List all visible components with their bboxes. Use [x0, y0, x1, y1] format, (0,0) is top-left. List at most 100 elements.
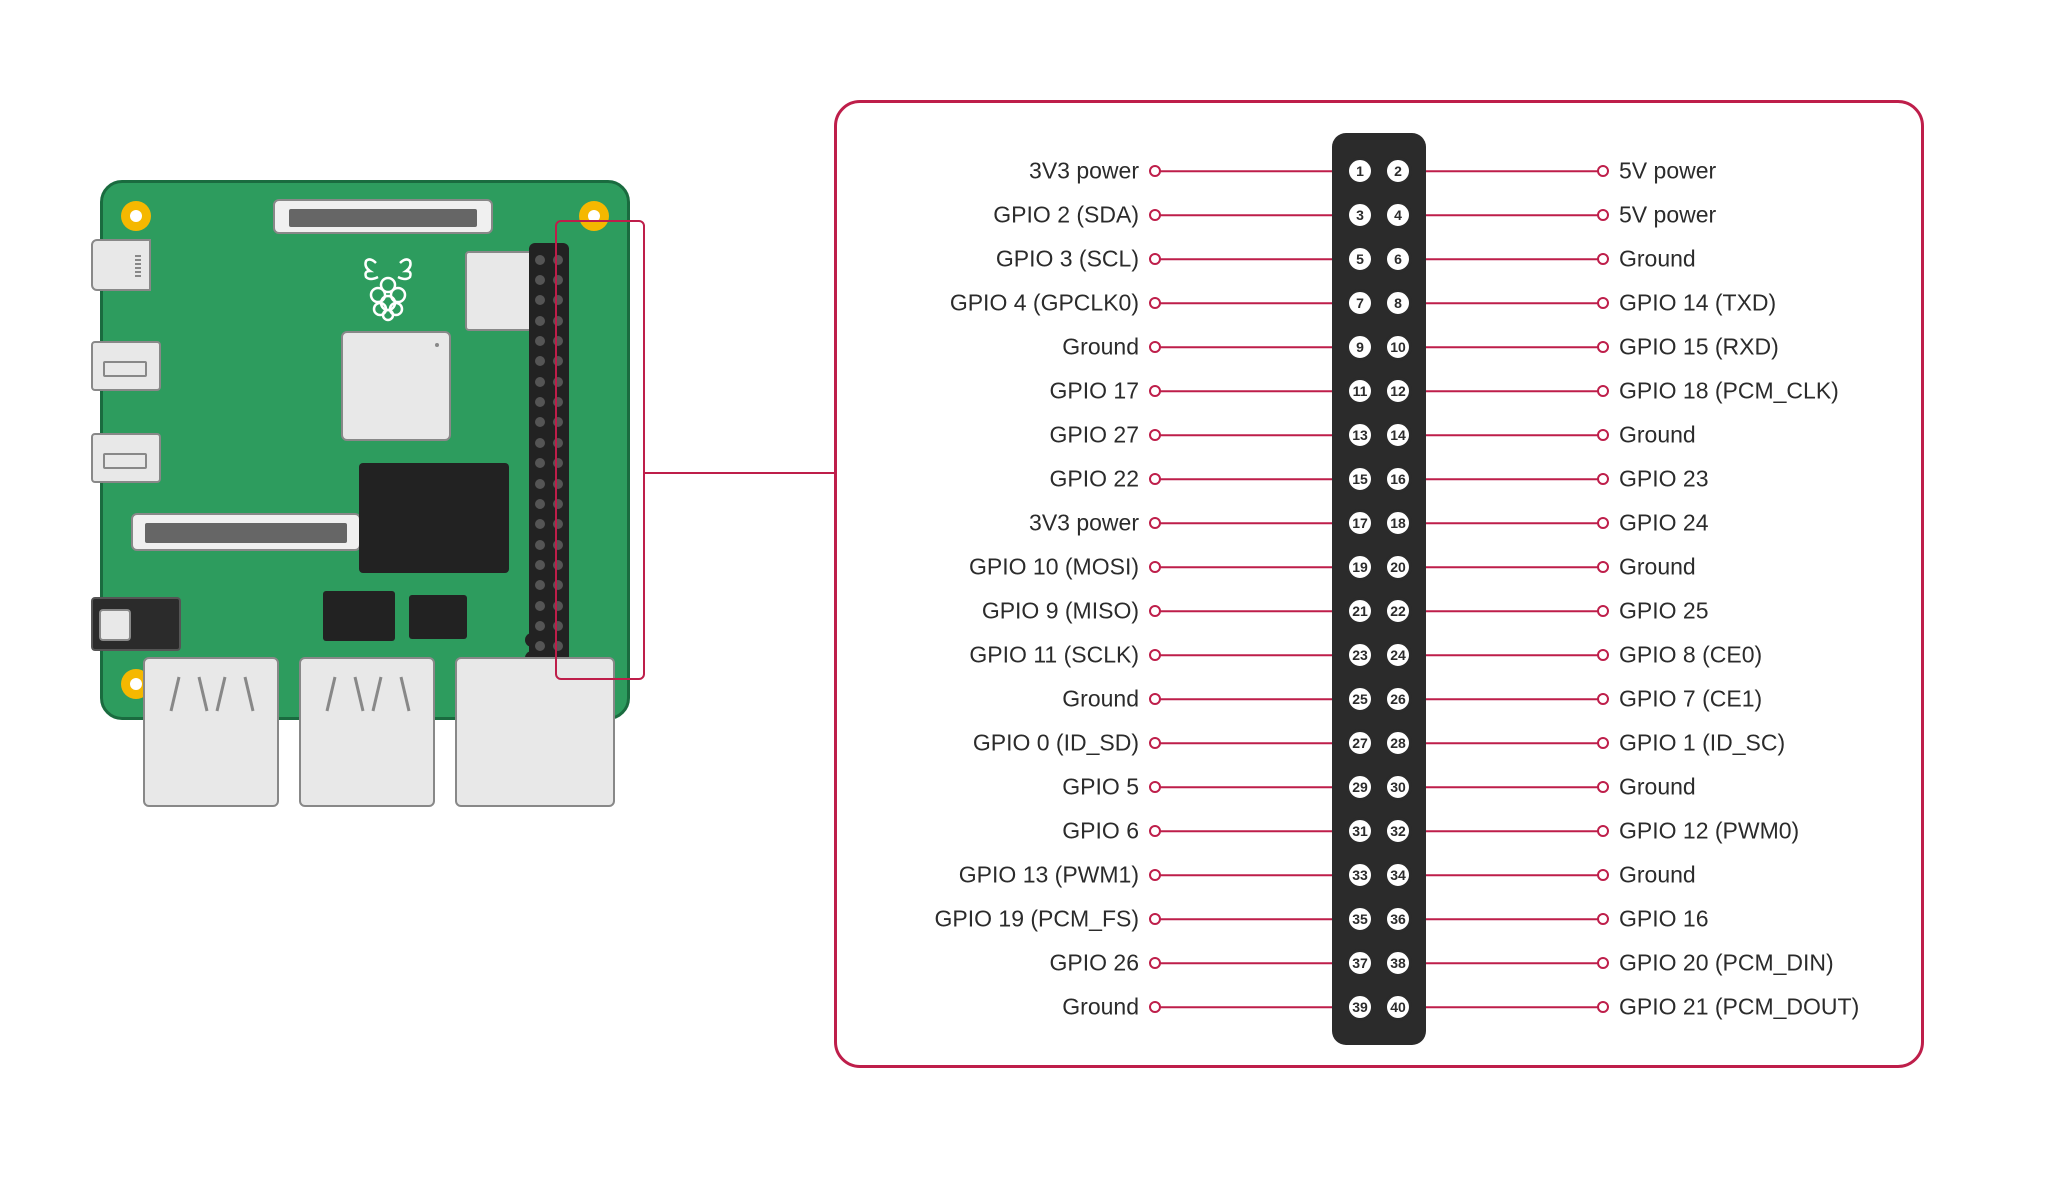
pin-leader-line	[1160, 1006, 1332, 1008]
pin-label-left: GPIO 3 (SCL)	[996, 246, 1139, 273]
pin-dot	[1597, 737, 1609, 749]
pin-leader-line	[1160, 654, 1332, 656]
pin-label-right: 5V power	[1619, 158, 1716, 185]
chip	[409, 595, 467, 639]
label-row: 3V3 powerGPIO 24	[837, 501, 1921, 545]
micro-hdmi-0	[91, 341, 161, 391]
label-row: GPIO 4 (GPCLK0)GPIO 14 (TXD)	[837, 281, 1921, 325]
mount-hole	[121, 201, 151, 231]
pin-label-right: GPIO 12 (PWM0)	[1619, 818, 1799, 845]
pin-leader-line	[1160, 830, 1332, 832]
label-row: GroundGPIO 15 (RXD)	[837, 325, 1921, 369]
pin-dot	[1597, 517, 1609, 529]
label-row: GPIO 11 (SCLK) GPIO 8 (CE0)	[837, 633, 1921, 677]
pin-leader-line	[1160, 170, 1332, 172]
label-row: GPIO 0 (ID_SD)GPIO 1 (ID_SC)	[837, 721, 1921, 765]
pin-dot	[1597, 869, 1609, 881]
pin-label-left: GPIO 2 (SDA)	[993, 202, 1139, 229]
pin-dot	[1597, 913, 1609, 925]
pin-dot	[1149, 561, 1161, 573]
pin-dot	[1149, 429, 1161, 441]
label-row: GPIO 26 GPIO 20 (PCM_DIN)	[837, 941, 1921, 985]
pin-leader-line	[1160, 478, 1332, 480]
pin-leader-line	[1426, 478, 1598, 480]
pin-leader-line	[1426, 566, 1598, 568]
audio-jack	[91, 597, 181, 651]
label-row: 3V3 power 5V power	[837, 149, 1921, 193]
pin-label-left: GPIO 9 (MISO)	[982, 598, 1139, 625]
pin-label-left: GPIO 19 (PCM_FS)	[935, 906, 1139, 933]
pin-leader-line	[1426, 390, 1598, 392]
pin-leader-line	[1160, 522, 1332, 524]
pin-leader-line	[1426, 742, 1598, 744]
pin-leader-line	[1160, 258, 1332, 260]
pin-dot	[1149, 649, 1161, 661]
pin-label-left: Ground	[1062, 334, 1139, 361]
pin-dot	[1149, 869, 1161, 881]
pin-dot	[1597, 253, 1609, 265]
pin-dot	[1597, 649, 1609, 661]
pin-label-right: GPIO 14 (TXD)	[1619, 290, 1776, 317]
pin-leader-line	[1160, 610, 1332, 612]
label-row: GPIO 19 (PCM_FS)GPIO 16	[837, 897, 1921, 941]
pin-leader-line	[1160, 566, 1332, 568]
pin-leader-line	[1426, 170, 1598, 172]
pin-dot	[1149, 517, 1161, 529]
label-row: GPIO 6GPIO 12 (PWM0)	[837, 809, 1921, 853]
soc-chip	[341, 331, 451, 441]
usb-port	[299, 657, 435, 807]
pin-leader-line	[1426, 654, 1598, 656]
pin-leader-line	[1426, 258, 1598, 260]
label-row: GPIO 5Ground	[837, 765, 1921, 809]
pin-leader-line	[1160, 302, 1332, 304]
pin-dot	[1149, 297, 1161, 309]
pin-label-right: Ground	[1619, 862, 1696, 889]
label-row: GPIO 22GPIO 23	[837, 457, 1921, 501]
pin-leader-line	[1426, 1006, 1598, 1008]
pin-leader-line	[1426, 874, 1598, 876]
pin-leader-line	[1160, 390, 1332, 392]
pin-dot	[1597, 297, 1609, 309]
pin-leader-line	[1426, 522, 1598, 524]
callout-rectangle	[555, 220, 645, 680]
label-row: GPIO 13 (PWM1)Ground	[837, 853, 1921, 897]
pin-label-left: 3V3 power	[1029, 158, 1139, 185]
display-connector	[131, 513, 361, 551]
raspberry-pi-logo-icon	[358, 253, 418, 323]
pin-leader-line	[1426, 786, 1598, 788]
pcb	[100, 180, 630, 720]
pin-leader-line	[1426, 610, 1598, 612]
pin-label-right: GPIO 8 (CE0)	[1619, 642, 1762, 669]
pin-dot	[1149, 341, 1161, 353]
pin-dot	[1597, 209, 1609, 221]
label-row: GPIO 27Ground	[837, 413, 1921, 457]
label-row: GPIO 2 (SDA)5V power	[837, 193, 1921, 237]
pin-label-right: Ground	[1619, 554, 1696, 581]
pin-leader-line	[1160, 874, 1332, 876]
pin-dot	[1149, 913, 1161, 925]
pin-leader-line	[1160, 786, 1332, 788]
pin-leader-line	[1426, 214, 1598, 216]
pin-label-left: GPIO 0 (ID_SD)	[973, 730, 1139, 757]
pin-leader-line	[1426, 698, 1598, 700]
pin-label-left: GPIO 17	[1050, 378, 1139, 405]
pin-label-left: GPIO 11 (SCLK)	[969, 642, 1139, 669]
rpi-board	[100, 180, 630, 720]
pin-label-left: GPIO 26	[1050, 950, 1139, 977]
pinout-box: 1234567891011121314151617181920212223242…	[834, 100, 1924, 1068]
pin-label-right: GPIO 21 (PCM_DOUT)	[1619, 994, 1859, 1021]
pin-dot	[1597, 561, 1609, 573]
pin-label-right: GPIO 20 (PCM_DIN)	[1619, 950, 1834, 977]
pin-label-right: GPIO 18 (PCM_CLK)	[1619, 378, 1839, 405]
pin-leader-line	[1160, 742, 1332, 744]
pin-dot	[1149, 385, 1161, 397]
label-row: GPIO 10 (MOSI)Ground	[837, 545, 1921, 589]
pin-leader-line	[1160, 962, 1332, 964]
pin-dot	[1597, 165, 1609, 177]
pin-label-right: Ground	[1619, 246, 1696, 273]
label-row: GPIO 17 GPIO 18 (PCM_CLK)	[837, 369, 1921, 413]
pin-leader-line	[1160, 918, 1332, 920]
pin-dot	[1149, 693, 1161, 705]
diagram-container: 1234567891011121314151617181920212223242…	[0, 0, 2064, 1185]
usb-controller-chip	[359, 463, 509, 573]
